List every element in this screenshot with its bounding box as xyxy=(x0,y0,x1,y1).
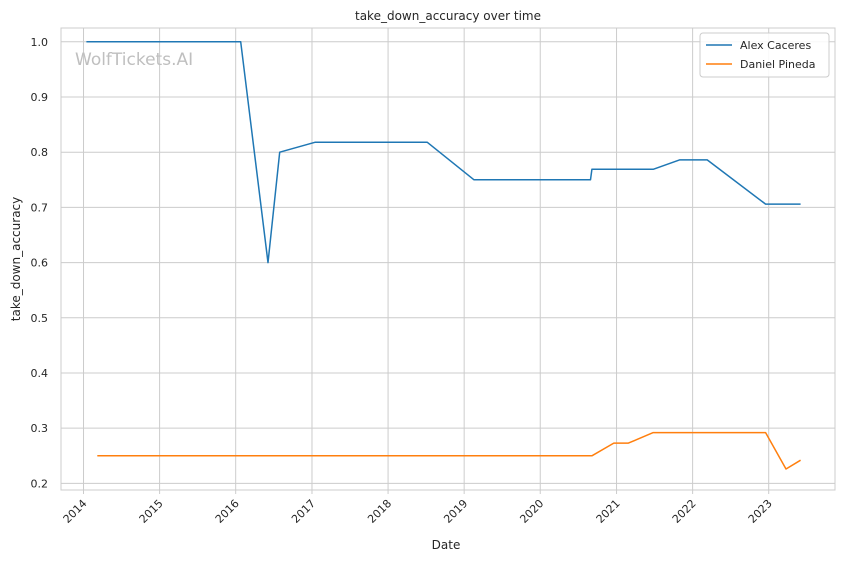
x-axis-title: Date xyxy=(432,538,461,552)
legend: Alex Caceres Daniel Pineda xyxy=(699,32,830,78)
x-tick-label-2020: 2020 xyxy=(517,497,546,526)
x-tick-label-2016: 2016 xyxy=(213,497,242,526)
y-tick-label-0.6: 0.6 xyxy=(31,257,49,270)
series-layer xyxy=(86,41,801,470)
y-tick-label-0.5: 0.5 xyxy=(31,312,49,325)
y-tick-label-0.2: 0.2 xyxy=(31,477,49,490)
series-line-alex-caceres xyxy=(86,41,801,264)
series-line-daniel-pineda xyxy=(97,431,801,470)
y-tick-label-0.9: 0.9 xyxy=(31,91,49,104)
x-tick-label-2018: 2018 xyxy=(365,497,394,526)
watermark-text: WolfTickets.AI xyxy=(75,50,193,70)
x-tick-label-2014: 2014 xyxy=(61,497,90,526)
chart-title: take_down_accuracy over time xyxy=(355,9,541,23)
legend-label-daniel-pineda: Daniel Pineda xyxy=(740,58,815,71)
x-tick-label-2015: 2015 xyxy=(137,497,166,526)
legend-label-alex-caceres: Alex Caceres xyxy=(740,39,811,52)
y-tick-label-0.7: 0.7 xyxy=(31,201,49,214)
y-axis-ticks: 0.2 0.3 0.4 0.5 0.6 0.7 0.8 0.9 1.0 xyxy=(31,36,49,491)
x-tick-label-2017: 2017 xyxy=(289,497,318,526)
plot-background xyxy=(61,28,835,490)
y-tick-label-0.4: 0.4 xyxy=(31,367,49,380)
x-tick-label-2022: 2022 xyxy=(670,497,699,526)
y-tick-label-1.0: 1.0 xyxy=(31,36,49,49)
x-tick-label-2021: 2021 xyxy=(594,497,623,526)
x-tick-label-2023: 2023 xyxy=(746,497,775,526)
y-axis-title: take_down_accuracy xyxy=(9,197,23,321)
legend-box xyxy=(699,32,830,78)
x-tick-label-2019: 2019 xyxy=(441,497,470,526)
y-tick-label-0.8: 0.8 xyxy=(31,146,49,159)
plot-frame xyxy=(60,27,836,491)
x-axis-ticks: 2014 2015 2016 2017 2018 2019 2020 2021 2022 2023 xyxy=(61,490,775,526)
y-tick-label-0.3: 0.3 xyxy=(31,422,49,435)
